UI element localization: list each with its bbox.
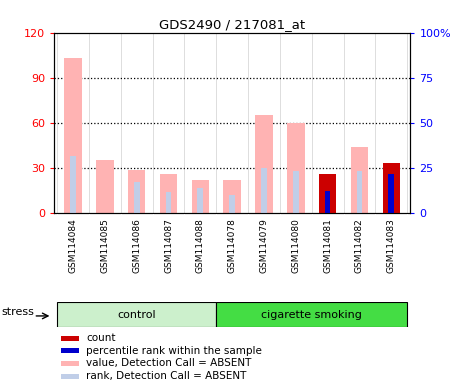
Bar (64, 58, 82, 213)
Bar (216, 302, 407, 327)
Text: GSM114086: GSM114086 (132, 218, 141, 273)
Bar (223, 180, 241, 213)
Text: stress: stress (1, 307, 34, 317)
Text: GSM114085: GSM114085 (100, 218, 109, 273)
Bar (160, 174, 177, 213)
Text: GSM114079: GSM114079 (259, 218, 268, 273)
Text: value, Detection Call = ABSENT: value, Detection Call = ABSENT (86, 358, 251, 368)
Text: GSM114084: GSM114084 (68, 218, 77, 273)
Text: rank, Detection Call = ABSENT: rank, Detection Call = ABSENT (86, 371, 246, 381)
Bar (388, 174, 394, 213)
Bar (166, 192, 171, 213)
Bar (61, 348, 79, 353)
Bar (57, 302, 216, 327)
Bar (61, 374, 79, 379)
Bar (191, 180, 209, 213)
Text: GSM114082: GSM114082 (355, 218, 364, 273)
Title: GDS2490 / 217081_at: GDS2490 / 217081_at (159, 18, 305, 31)
Bar (319, 174, 336, 213)
Bar (383, 164, 400, 213)
Bar (287, 123, 304, 213)
Bar (255, 115, 273, 213)
Text: GSM114080: GSM114080 (291, 218, 300, 273)
Bar (261, 168, 267, 213)
Text: GSM114083: GSM114083 (387, 218, 396, 273)
Bar (325, 190, 331, 213)
Bar (128, 169, 145, 213)
Bar (70, 156, 76, 213)
Text: GSM114078: GSM114078 (227, 218, 237, 273)
Bar (134, 182, 140, 213)
Text: GSM114081: GSM114081 (323, 218, 332, 273)
Bar (356, 171, 363, 213)
Bar (351, 147, 368, 213)
Bar (229, 195, 235, 213)
Bar (96, 161, 113, 213)
Bar (61, 361, 79, 366)
Bar (61, 336, 79, 341)
Text: GSM114088: GSM114088 (196, 218, 205, 273)
Text: cigarette smoking: cigarette smoking (261, 310, 362, 320)
Text: count: count (86, 333, 115, 343)
Text: percentile rank within the sample: percentile rank within the sample (86, 346, 262, 356)
Text: GSM114087: GSM114087 (164, 218, 173, 273)
Text: control: control (117, 310, 156, 320)
Bar (293, 171, 299, 213)
Bar (197, 187, 203, 213)
